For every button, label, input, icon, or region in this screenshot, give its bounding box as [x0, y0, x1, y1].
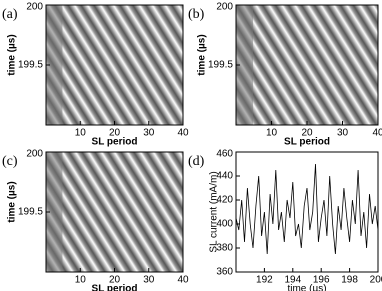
y-axis-label: time (µs) [7, 34, 18, 75]
y-tick-label: 380 [216, 243, 233, 254]
y-tick-label: 460 [216, 149, 233, 160]
x-tick-label: 194 [284, 275, 301, 286]
x-tick-label: 20 [301, 128, 313, 139]
x-tick-label: 30 [143, 275, 155, 286]
y-tick-label: 200 [26, 149, 43, 160]
x-tick-label: 40 [372, 128, 382, 139]
x-tick-label: 200 [370, 275, 382, 286]
x-tick-label: 30 [337, 128, 349, 139]
y-axis-label: SL current (mA/m) [209, 171, 220, 252]
x-axis-label: SL period [92, 284, 138, 291]
panel-label: (b) [188, 7, 205, 22]
heatmap [46, 152, 183, 272]
y-tick-label: 199.5 [18, 60, 43, 71]
heatmap-shade [236, 5, 254, 125]
x-tick-label: 10 [266, 128, 278, 139]
y-tick-label: 440 [216, 171, 233, 182]
x-tick-label: 20 [109, 128, 121, 139]
heatmap-shade [46, 152, 63, 272]
y-tick-label: 400 [216, 219, 233, 230]
x-axis-label: SL period [92, 137, 138, 148]
panel-label: (d) [188, 154, 205, 169]
y-tick-label: 360 [216, 267, 233, 278]
axes-frame [235, 151, 379, 273]
x-tick-label: 40 [177, 275, 189, 286]
x-tick-label: 192 [256, 275, 273, 286]
x-tick-label: 40 [177, 128, 189, 139]
heatmap [236, 5, 378, 125]
y-axis-label: time (µs) [7, 181, 18, 222]
y-tick-label: 200 [26, 2, 43, 13]
panel-label: (c) [2, 154, 18, 169]
x-axis-label: time (µs) [287, 284, 326, 291]
x-tick-label: 198 [341, 275, 358, 286]
panel-label: (a) [2, 7, 18, 22]
y-tick-label: 200 [216, 2, 233, 13]
x-tick-label: 10 [75, 128, 87, 139]
x-tick-label: 30 [143, 128, 155, 139]
line-series [235, 163, 379, 255]
x-axis-label: SL period [284, 137, 330, 148]
x-tick-label: 196 [313, 275, 330, 286]
heatmap-shade [46, 5, 63, 125]
x-tick-label: 10 [75, 275, 87, 286]
x-tick-label: 20 [109, 275, 121, 286]
heatmap [46, 5, 183, 125]
y-tick-label: 420 [216, 195, 233, 206]
y-axis-label: time (µs) [197, 34, 208, 75]
y-tick-label: 199.5 [18, 207, 43, 218]
y-tick-label: 199.5 [208, 60, 233, 71]
